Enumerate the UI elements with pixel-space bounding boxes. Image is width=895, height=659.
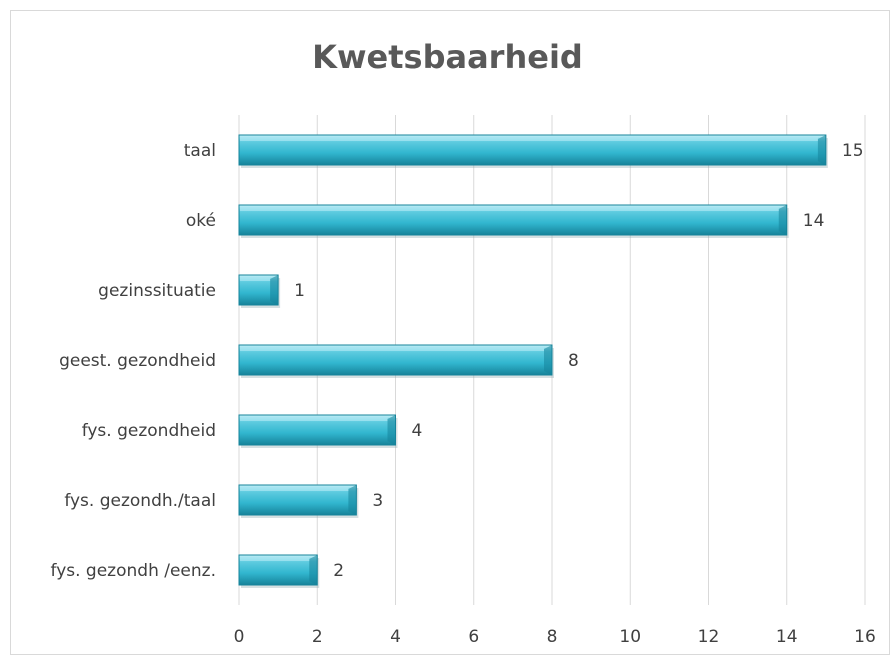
data-label: 4 (412, 421, 423, 441)
x-tick-label: 4 (390, 627, 401, 647)
x-tick-label: 12 (698, 627, 720, 647)
category-label: fys. gezondh /eenz. (51, 561, 216, 581)
chart-title: Kwetsbaarheid (312, 38, 583, 76)
bar (238, 414, 398, 448)
bars (238, 134, 828, 588)
bar-end-bevel (817, 135, 826, 165)
bar (238, 274, 281, 308)
bar-highlight (240, 207, 779, 211)
labels: 0 2 4 6 8 10 12 14 16 taal 15 oké 14 gezinssituatie 1 g… (51, 141, 876, 647)
bar-highlight (240, 417, 388, 421)
bar-end-bevel (387, 415, 396, 445)
chart-area (10, 10, 890, 655)
category-label: fys. gezondheid (82, 421, 216, 441)
bar-highlight (240, 277, 271, 281)
x-tick-label: 6 (468, 627, 479, 647)
x-tick-label: 8 (547, 627, 558, 647)
bar-highlight (240, 347, 544, 351)
x-tick-label: 0 (234, 627, 245, 647)
bar-highlight (240, 557, 310, 561)
bar-end-bevel (544, 345, 552, 375)
bar-highlight (240, 137, 818, 141)
category-label: geest. gezondheid (59, 351, 216, 371)
bar-end-bevel (778, 205, 787, 235)
bar-highlight (240, 487, 349, 491)
x-tick-label: 2 (312, 627, 323, 647)
bar (238, 204, 789, 238)
data-label: 14 (803, 211, 825, 231)
data-label: 2 (333, 561, 344, 581)
category-label: taal (184, 141, 216, 161)
data-label: 3 (372, 491, 383, 511)
bar (238, 484, 359, 518)
bar (238, 554, 320, 588)
category-label: fys. gezondh./taal (64, 491, 216, 511)
bar-end-bevel (309, 555, 318, 585)
bar (238, 344, 554, 378)
data-label: 15 (842, 141, 864, 161)
bar (238, 134, 828, 168)
data-label: 8 (568, 351, 579, 371)
x-tick-label: 10 (619, 627, 641, 647)
x-tick-label: 14 (776, 627, 798, 647)
category-label: gezinssituatie (98, 281, 216, 301)
x-tick-label: 16 (854, 627, 876, 647)
bar-end-bevel (348, 485, 357, 515)
data-label: 1 (294, 281, 305, 301)
bar-end-bevel (270, 275, 279, 305)
category-label: oké (186, 211, 216, 231)
